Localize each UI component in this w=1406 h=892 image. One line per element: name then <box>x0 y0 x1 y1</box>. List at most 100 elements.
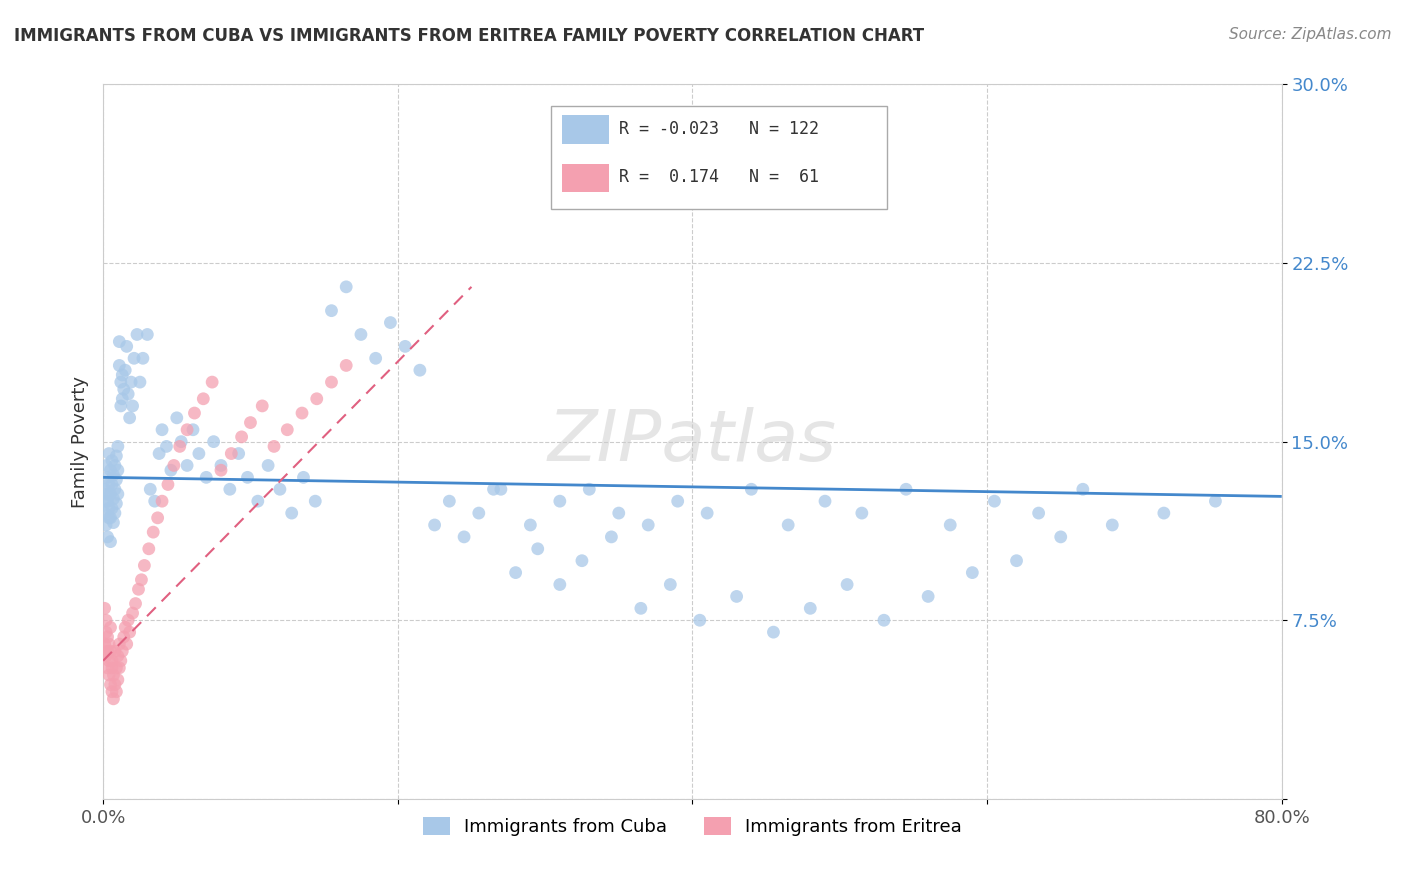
Point <box>101 501 124 516</box>
Point <box>548 577 571 591</box>
Point <box>94 518 117 533</box>
Point <box>335 359 357 373</box>
Point <box>689 613 711 627</box>
Point <box>1028 506 1050 520</box>
Point <box>350 327 373 342</box>
Point <box>129 375 152 389</box>
Point <box>105 684 128 698</box>
Point <box>962 566 984 580</box>
Point <box>482 483 505 497</box>
Point <box>101 654 124 668</box>
Point <box>112 382 135 396</box>
Point <box>111 392 134 406</box>
Point <box>257 458 280 473</box>
Point <box>104 677 127 691</box>
Point <box>696 506 718 520</box>
Point <box>321 375 343 389</box>
Point <box>134 558 156 573</box>
Point <box>1071 483 1094 497</box>
Point <box>101 477 124 491</box>
Point <box>181 423 204 437</box>
Point <box>335 280 357 294</box>
Point <box>105 449 128 463</box>
Point <box>98 637 121 651</box>
Point <box>125 327 148 342</box>
Point <box>246 494 269 508</box>
Point <box>93 483 115 497</box>
Point <box>209 458 232 473</box>
Point <box>100 487 122 501</box>
Legend: Immigrants from Cuba, Immigrants from Eritrea: Immigrants from Cuba, Immigrants from Er… <box>416 810 969 844</box>
FancyBboxPatch shape <box>561 115 609 144</box>
Point <box>166 410 188 425</box>
Point <box>725 590 748 604</box>
Point <box>105 473 128 487</box>
Point <box>100 534 122 549</box>
Point <box>98 668 121 682</box>
Point <box>156 477 179 491</box>
Point <box>132 351 155 366</box>
Point <box>163 458 186 473</box>
Point <box>578 483 600 497</box>
Point <box>364 351 387 366</box>
Text: Source: ZipAtlas.com: Source: ZipAtlas.com <box>1229 27 1392 42</box>
Point <box>526 541 548 556</box>
Point <box>98 511 121 525</box>
Point <box>176 423 198 437</box>
Point <box>96 470 118 484</box>
Point <box>112 630 135 644</box>
Point <box>120 375 142 389</box>
Point <box>142 525 165 540</box>
Point <box>108 661 131 675</box>
Point <box>571 554 593 568</box>
Point <box>143 494 166 508</box>
Point <box>160 463 183 477</box>
Point <box>105 497 128 511</box>
Point <box>505 566 527 580</box>
Point <box>103 691 125 706</box>
Point <box>101 684 124 698</box>
Point <box>107 673 129 687</box>
Point <box>100 620 122 634</box>
Point <box>291 406 314 420</box>
Point <box>107 648 129 663</box>
Point <box>150 494 173 508</box>
Point <box>280 506 302 520</box>
Point <box>108 637 131 651</box>
Point <box>548 494 571 508</box>
Text: ZIPatlas: ZIPatlas <box>548 407 837 476</box>
Point <box>110 654 132 668</box>
Point <box>778 518 800 533</box>
Point <box>105 661 128 675</box>
Point <box>98 654 121 668</box>
Point <box>107 439 129 453</box>
Point <box>108 359 131 373</box>
Point <box>321 303 343 318</box>
Point <box>118 410 141 425</box>
Point <box>439 494 461 508</box>
Point <box>115 637 138 651</box>
Point <box>96 630 118 644</box>
Point <box>148 446 170 460</box>
Point <box>380 316 402 330</box>
Point <box>100 644 122 658</box>
FancyBboxPatch shape <box>551 106 887 210</box>
Point <box>851 506 873 520</box>
Point <box>146 511 169 525</box>
Point <box>117 613 139 627</box>
Point <box>218 483 240 497</box>
Point <box>114 363 136 377</box>
Point <box>1049 530 1071 544</box>
Point <box>103 467 125 482</box>
Point <box>111 644 134 658</box>
Point <box>96 530 118 544</box>
Point <box>269 483 291 497</box>
Point <box>111 368 134 382</box>
Point <box>139 483 162 497</box>
Point <box>101 453 124 467</box>
Point <box>637 518 659 533</box>
Point <box>100 677 122 691</box>
Point <box>107 463 129 477</box>
Point <box>630 601 652 615</box>
Point <box>305 392 328 406</box>
